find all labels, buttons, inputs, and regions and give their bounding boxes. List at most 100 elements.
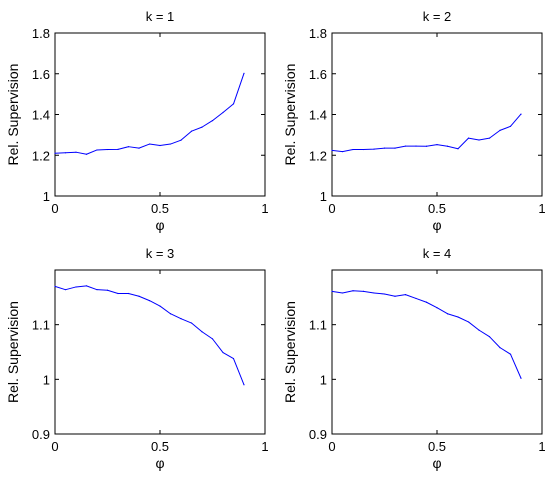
- data-point: [331, 149, 333, 151]
- data-point: [106, 148, 109, 151]
- data-point: [499, 347, 501, 349]
- data-point: [373, 292, 375, 294]
- data-point: [467, 137, 470, 139]
- y-axis-label: Rel. Supervision: [282, 64, 298, 166]
- data-point: [415, 145, 417, 147]
- data-point: [232, 103, 235, 105]
- x-axis-label: φ: [432, 455, 441, 471]
- data-point: [222, 351, 224, 354]
- data-point: [159, 144, 161, 147]
- data-point: [394, 147, 396, 149]
- data-point: [127, 146, 130, 148]
- subplot-4: 0 0.5 1 0.9 1 1.1 k = 4 φ Rel. Supervision: [282, 246, 546, 471]
- data-point: [190, 322, 193, 324]
- y-tick-label: 1: [43, 189, 50, 204]
- y-tick-label: 0.9: [32, 427, 50, 442]
- axes-frame: [331, 32, 543, 197]
- x-tick-label: 0: [328, 439, 335, 454]
- data-point: [222, 111, 224, 114]
- data-point: [446, 145, 449, 147]
- data-point: [509, 353, 512, 355]
- y-tick-label: 1: [320, 372, 327, 387]
- data-point: [117, 292, 119, 295]
- data-point: [457, 316, 459, 318]
- y-tick-label: 1: [43, 372, 50, 387]
- y-axis-label: Rel. Supervision: [5, 64, 21, 166]
- data-point: [180, 318, 182, 320]
- data-point: [404, 145, 407, 147]
- x-tick-label: 1: [538, 201, 545, 216]
- data-point: [201, 331, 203, 333]
- data-point: [341, 292, 344, 294]
- data-point: [138, 295, 140, 297]
- data-point: [85, 153, 88, 155]
- x-tick-label: 0: [328, 201, 335, 216]
- y-tick-label: 1.4: [32, 108, 50, 123]
- data-point: [478, 139, 480, 141]
- y-tick-label: 1.2: [309, 148, 327, 163]
- data-point: [362, 148, 365, 151]
- data-point: [499, 129, 501, 131]
- data-point: [75, 286, 77, 288]
- x-tick-label: 0.5: [151, 201, 169, 216]
- axes-frame: [54, 269, 266, 435]
- data-point: [394, 295, 396, 297]
- data-point: [138, 147, 140, 149]
- data-point: [243, 384, 245, 386]
- data-point: [75, 151, 77, 153]
- data-point: [159, 305, 161, 307]
- data-point: [190, 130, 193, 132]
- data-point: [169, 143, 172, 145]
- y-tick-label: 1.8: [309, 26, 327, 41]
- data-point: [457, 148, 459, 150]
- subplot-1: 0 0.5 1 1 1.2 1.4 1.6 1.8 k = 1 φ Rel. Supervision: [5, 9, 269, 233]
- data-point: [362, 290, 365, 292]
- y-axis-label: Rel. Supervision: [5, 301, 21, 403]
- data-point: [341, 150, 344, 153]
- x-tick-label: 0.5: [151, 439, 169, 454]
- y-tick-label: 1.1: [32, 318, 50, 333]
- data-point: [383, 293, 386, 295]
- x-tick-label: 0.5: [428, 439, 446, 454]
- series-line: [331, 290, 522, 379]
- subplot-title: k = 4: [423, 246, 452, 261]
- x-axis-label: φ: [155, 455, 164, 471]
- data-point: [488, 137, 491, 139]
- x-tick-label: 1: [261, 201, 268, 216]
- data-point: [520, 113, 522, 115]
- data-point: [352, 148, 354, 151]
- data-point: [436, 307, 438, 309]
- subplot-title: k = 2: [423, 9, 452, 24]
- data-point: [64, 289, 67, 291]
- y-tick-label: 1.2: [32, 148, 50, 163]
- data-point: [243, 72, 245, 74]
- y-tick-label: 1: [320, 189, 327, 204]
- y-tick-label: 0.9: [309, 427, 327, 442]
- y-tick-label: 1.4: [309, 108, 327, 123]
- data-point: [201, 126, 203, 128]
- data-point: [488, 336, 491, 338]
- x-tick-label: 1: [261, 439, 268, 454]
- data-point: [106, 289, 109, 291]
- data-point: [467, 321, 470, 323]
- axes-frame: [331, 269, 543, 435]
- series-line: [54, 73, 245, 155]
- data-point: [373, 148, 375, 150]
- data-point: [383, 147, 386, 149]
- subplot-title: k = 1: [146, 9, 175, 24]
- axes-frame: [54, 32, 266, 197]
- data-point: [169, 313, 172, 315]
- x-axis-label: φ: [432, 217, 441, 233]
- data-point: [127, 292, 130, 295]
- x-tick-label: 0: [51, 439, 58, 454]
- data-point: [148, 143, 151, 145]
- y-tick-label: 1.8: [32, 26, 50, 41]
- data-point: [64, 152, 67, 154]
- subplot-3: 0 0.5 1 0.9 1 1.1 k = 3 φ Rel. Supervision: [5, 246, 269, 471]
- data-point: [478, 329, 480, 331]
- data-point: [148, 300, 151, 302]
- data-point: [211, 120, 214, 122]
- data-point: [96, 289, 98, 291]
- data-point: [352, 290, 354, 292]
